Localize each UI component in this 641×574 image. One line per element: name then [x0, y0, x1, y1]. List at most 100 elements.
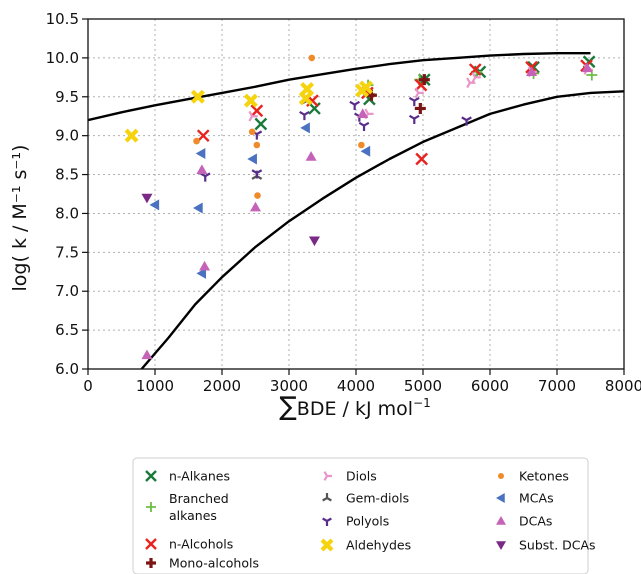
point-mcas — [360, 145, 371, 157]
point-ketones — [308, 54, 316, 62]
y-tick-label: 6.5 — [55, 321, 79, 339]
data-points — [124, 54, 598, 360]
point-mcas — [193, 202, 203, 214]
x-tick-label: 5000 — [404, 377, 442, 395]
axis-ticks: 0 1000 2000 3000 4000 5000 6000 7000 8000 6.0 6.5 7… — [46, 10, 641, 395]
point-ketones — [193, 137, 200, 145]
y-tick-label: 10.5 — [46, 10, 79, 28]
y-tick-label: 10.0 — [46, 49, 79, 67]
point-mcas — [247, 153, 257, 165]
point-dcas — [526, 66, 538, 77]
legend-entry-mcas: MCAs — [496, 491, 554, 506]
y-tick-label: 7.0 — [55, 282, 79, 300]
point-ketones — [358, 141, 365, 149]
point-dcas — [305, 151, 317, 161]
legend-entry-n-alcohols: n-Alcohols — [145, 537, 233, 552]
legend-label-aldehydes: Aldehydes — [346, 538, 411, 553]
legend-marker-ketones — [498, 473, 504, 479]
fit-curve-lower — [140, 90, 624, 369]
point-polyols — [251, 169, 263, 179]
legend-label-dcas: DCAs — [519, 514, 552, 529]
point-polyols — [349, 100, 360, 111]
legend-entry-aldehydes: Aldehydes — [320, 538, 411, 553]
legend-label-diols: Diols — [346, 469, 377, 484]
point-n-alcohols — [415, 152, 429, 166]
point-n-alcohols — [250, 104, 264, 118]
point-ketones — [254, 192, 261, 199]
legend-entry-dcas: DCAs — [496, 514, 552, 529]
legend-marker-diols — [323, 471, 332, 481]
point-mcas — [300, 122, 310, 134]
legend-label-mcas: MCAs — [519, 491, 554, 506]
point-aldehydes — [359, 80, 374, 95]
legend-entry-subst-dcas: Subst. DCAs — [496, 538, 596, 553]
legend-marker-aldehydes — [320, 538, 334, 552]
legend: n-Alkanes Branched alkanes n-Alcohols Mono-a… — [132, 457, 596, 574]
legend-label-n-alkanes: n-Alkanes — [169, 469, 230, 484]
y-tick-label: 8.5 — [55, 166, 79, 184]
legend-entry-polyols: Polyols — [322, 514, 389, 529]
point-aldehydes — [124, 128, 139, 143]
legend-entry-gem-diols: Gem-diols — [322, 491, 409, 506]
point-mcas — [195, 148, 206, 160]
legend-marker-subst-dcas — [496, 541, 506, 550]
point-mcas — [149, 199, 160, 211]
point-n-alcohols — [196, 129, 210, 143]
point-polyols — [199, 172, 211, 182]
x-tick-label: 0 — [83, 377, 93, 395]
fit-curves — [88, 52, 624, 369]
legend-marker-mcas — [496, 493, 505, 503]
x-tick-label: 3000 — [270, 377, 308, 395]
x-axis-label: ∑BDE / kJ mol−1 — [279, 392, 430, 422]
x-tick-label: 7000 — [538, 377, 576, 395]
y-tick-label: 7.5 — [55, 243, 79, 261]
point-dcas — [141, 349, 153, 360]
x-tick-label: 2000 — [203, 377, 241, 395]
legend-box — [132, 457, 589, 574]
y-tick-label: 9.0 — [55, 127, 79, 145]
legend-marker-n-alcohols — [145, 538, 157, 550]
point-n-alkanes — [254, 117, 268, 131]
x-tick-label: 8000 — [605, 377, 641, 395]
legend-label-n-alcohols: n-Alcohols — [169, 537, 233, 552]
point-polyols — [461, 116, 472, 126]
legend-label-mono-alcohols: Mono-alcohols — [169, 556, 259, 571]
legend-entry-diols: Diols — [323, 469, 377, 484]
point-aldehydes — [190, 89, 205, 104]
x-axis-label-sum: ∑ — [279, 392, 297, 422]
point-subst-dcas — [141, 193, 153, 204]
legend-label-subst-dcas: Subst. DCAs — [519, 538, 596, 553]
y-tick-label: 9.5 — [55, 88, 79, 106]
legend-marker-polyols — [322, 517, 332, 526]
legend-label-gem-diols: Gem-diols — [346, 491, 409, 506]
point-diols — [414, 87, 424, 99]
y-tick-label: 6.0 — [55, 360, 79, 378]
legend-marker-dcas — [496, 516, 506, 525]
fit-curve-upper — [88, 52, 591, 122]
point-polyols — [408, 96, 420, 107]
point-dcas — [199, 260, 211, 271]
point-dcas — [250, 201, 261, 212]
x-axis-label-text: BDE / kJ mol — [297, 398, 413, 420]
legend-label-polyols: Polyols — [346, 514, 389, 529]
legend-entry-ketones: Ketones — [498, 469, 569, 484]
point-n-alcohols — [468, 63, 482, 76]
y-axis-label: log( k / M⁻¹ s⁻¹) — [9, 145, 31, 292]
legend-marker-gem-diols — [322, 493, 332, 502]
point-aldehydes — [243, 93, 258, 108]
point-dcas — [357, 108, 369, 119]
legend-marker-branched-alkanes — [146, 502, 156, 512]
point-aldehydes — [298, 91, 313, 106]
legend-label-ketones: Ketones — [519, 469, 569, 484]
legend-marker-n-alkanes — [145, 470, 157, 482]
x-tick-label: 4000 — [337, 377, 375, 395]
point-mcas — [196, 267, 207, 279]
point-diols — [466, 77, 476, 89]
point-polyols — [408, 114, 420, 125]
point-polyols — [358, 121, 370, 132]
point-dcas — [196, 164, 208, 175]
point-diols — [471, 72, 481, 83]
point-subst-dcas — [308, 236, 320, 247]
point-polyols — [299, 110, 310, 121]
